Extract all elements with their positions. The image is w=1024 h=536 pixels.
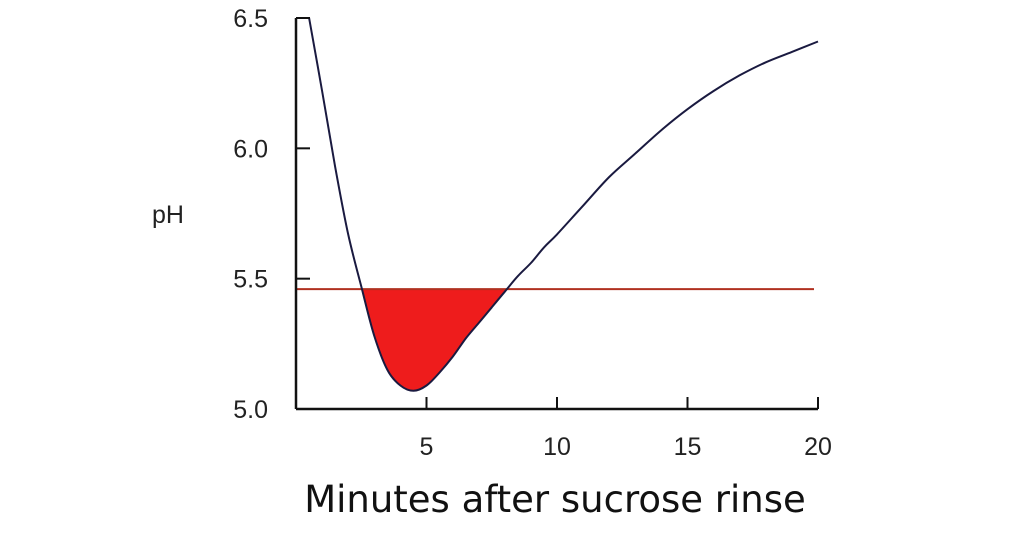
y-axis-title: pH xyxy=(152,201,184,229)
y-tick-label: 6.5 xyxy=(233,5,268,33)
x-axis-title: Minutes after sucrose rinse xyxy=(304,478,806,521)
x-tick-label: 15 xyxy=(674,433,702,461)
y-tick-label: 6.0 xyxy=(233,135,268,163)
critical-ph-area xyxy=(361,289,507,391)
x-tick-label: 10 xyxy=(543,433,571,461)
x-tick-label: 5 xyxy=(420,433,434,461)
x-tick-label: 20 xyxy=(804,433,832,461)
y-tick-label: 5.5 xyxy=(233,266,268,294)
ph-curve-line xyxy=(308,17,819,392)
y-tick-label: 5.0 xyxy=(233,396,268,424)
